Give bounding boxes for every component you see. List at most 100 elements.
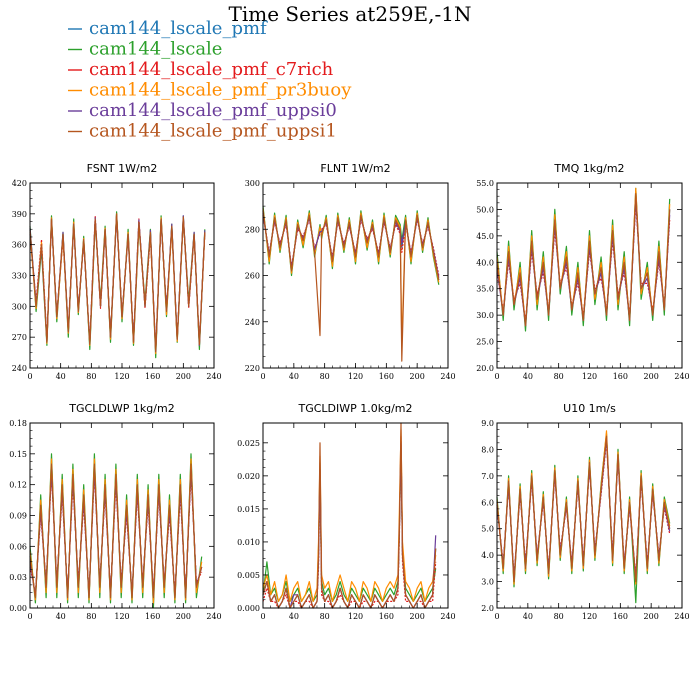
y-tick-label: 330 bbox=[12, 272, 27, 281]
y-tick-label: 0.09 bbox=[9, 512, 27, 521]
legend-label-cam144-lscale-pmf-uppsi1: cam144_lscale_pmf_uppsi1 bbox=[89, 121, 337, 142]
y-tick-label: 40.0 bbox=[476, 258, 494, 267]
y-tick-label: 8.0 bbox=[481, 445, 494, 454]
x-tick-label: 120 bbox=[582, 372, 597, 381]
series-line-cam144-lscale-pmf-uppsi1 bbox=[496, 435, 671, 583]
x-tick-label: 200 bbox=[410, 372, 425, 381]
series-line-cam144-lscale-pmf bbox=[262, 442, 437, 609]
x-tick-label: 160 bbox=[613, 372, 628, 381]
x-tick-label: 40 bbox=[523, 372, 533, 381]
legend: cam144_lscale_pmfcam144_lscalecam144_lsc… bbox=[68, 18, 352, 142]
y-tick-label: 220 bbox=[245, 364, 260, 373]
x-tick-label: 40 bbox=[523, 612, 533, 621]
x-tick-label: 80 bbox=[320, 612, 330, 621]
y-tick-label: 35.0 bbox=[476, 285, 494, 294]
y-tick-label: 300 bbox=[12, 302, 27, 311]
legend-label-cam144-lscale-pmf-uppsi0: cam144_lscale_pmf_uppsi0 bbox=[89, 100, 337, 121]
x-tick-label: 40 bbox=[289, 612, 299, 621]
x-tick-label: 240 bbox=[440, 372, 455, 381]
y-tick-label: 270 bbox=[12, 333, 27, 342]
y-tick-label: 0.000 bbox=[237, 604, 260, 613]
series-line-cam144-lscale-pmf-uppsi1 bbox=[29, 463, 203, 599]
series-line-cam144-lscale-pmf-uppsi1 bbox=[262, 422, 437, 609]
y-tick-label: 390 bbox=[12, 210, 27, 219]
series-line-cam144-lscale-pmf-uppsi1 bbox=[496, 193, 671, 327]
panel-title: TMQ 1kg/m2 bbox=[553, 162, 624, 175]
x-tick-label: 40 bbox=[56, 372, 66, 381]
y-tick-label: 240 bbox=[245, 318, 260, 327]
y-tick-label: 4.0 bbox=[481, 551, 494, 560]
y-tick-label: 260 bbox=[245, 272, 260, 281]
x-tick-label: 0 bbox=[27, 372, 32, 381]
x-tick-label: 0 bbox=[494, 372, 499, 381]
y-tick-label: 9.0 bbox=[481, 419, 494, 428]
x-tick-label: 120 bbox=[348, 612, 363, 621]
y-tick-label: 45.0 bbox=[476, 232, 494, 241]
plot-frame bbox=[262, 422, 449, 609]
y-tick-label: 0.18 bbox=[9, 419, 27, 428]
x-tick-label: 200 bbox=[644, 612, 659, 621]
panel-u10: U10 1m/s 0 40 80 120 160 200 240 2.0 3.0 4.0 5.0 6.0… bbox=[481, 402, 689, 621]
y-tick-label: 0.010 bbox=[237, 538, 260, 547]
x-tick-label: 40 bbox=[289, 372, 299, 381]
panel-tmq: TMQ 1kg/m2 0 40 80 120 160 200 240 20.0 25.0 30.0 3… bbox=[476, 162, 689, 381]
x-tick-label: 80 bbox=[86, 612, 96, 621]
series-line-cam144-lscale-pmf-uppsi0 bbox=[496, 198, 671, 327]
y-tick-label: 0.06 bbox=[9, 542, 27, 551]
legend-label-cam144-lscale-pmf: cam144_lscale_pmf bbox=[89, 18, 268, 39]
panel-title: TGCLDIWP 1.0kg/m2 bbox=[297, 402, 412, 415]
y-tick-label: 0.025 bbox=[237, 439, 260, 448]
legend-label-cam144-lscale-pmf-c7rich: cam144_lscale_pmf_c7rich bbox=[89, 59, 334, 80]
y-tick-label: 25.0 bbox=[476, 338, 494, 347]
series-line-cam144-lscale-pmf-pr3buoy bbox=[262, 429, 437, 603]
y-tick-label: 50.0 bbox=[476, 205, 494, 214]
legend-label-cam144-lscale: cam144_lscale bbox=[89, 39, 222, 60]
y-tick-label: 30.0 bbox=[476, 311, 494, 320]
x-tick-label: 160 bbox=[379, 372, 394, 381]
y-tick-label: 300 bbox=[245, 179, 260, 188]
y-tick-label: 2.0 bbox=[481, 604, 494, 613]
plot-frame bbox=[496, 422, 683, 609]
x-tick-label: 40 bbox=[56, 612, 66, 621]
y-tick-label: 55.0 bbox=[476, 179, 494, 188]
x-tick-label: 160 bbox=[145, 372, 160, 381]
series-line-cam144-lscale-pmf-pr3buoy bbox=[496, 430, 671, 585]
x-tick-label: 240 bbox=[440, 612, 455, 621]
x-tick-label: 120 bbox=[582, 612, 597, 621]
x-tick-label: 80 bbox=[86, 372, 96, 381]
x-tick-label: 200 bbox=[410, 612, 425, 621]
panel-flnt: FLNT 1W/m2 0 40 80 120 160 200 240 220 240 260 280 3… bbox=[245, 162, 456, 381]
panel-tgcldiwp: TGCLDIWP 1.0kg/m2 0 40 80 120 160 200 240 0.000 0… bbox=[237, 402, 456, 621]
y-tick-label: 280 bbox=[245, 225, 260, 234]
x-tick-label: 80 bbox=[554, 372, 564, 381]
panel-title: FSNT 1W/m2 bbox=[87, 162, 158, 175]
y-tick-label: 240 bbox=[12, 364, 27, 373]
x-tick-label: 200 bbox=[176, 612, 191, 621]
x-tick-label: 160 bbox=[379, 612, 394, 621]
panel-tgcldlwp: TGCLDLWP 1kg/m2 0 40 80 120 160 200 240 0.00 0.03… bbox=[9, 402, 221, 621]
series-line-cam144-lscale-pmf-c7rich bbox=[262, 435, 437, 609]
y-tick-label: 3.0 bbox=[481, 578, 494, 587]
series-line-cam144-lscale-pmf-uppsi1 bbox=[262, 210, 440, 362]
y-tick-label: 6.0 bbox=[481, 498, 494, 507]
panel-fsnt: FSNT 1W/m2 0 40 80 120 160 200 240 240 270 300 330 3… bbox=[12, 162, 222, 381]
legend-label-cam144-lscale-pmf-pr3buoy: cam144_lscale_pmf_pr3buoy bbox=[89, 80, 352, 101]
y-tick-label: 0.005 bbox=[237, 571, 260, 580]
x-tick-label: 120 bbox=[114, 612, 129, 621]
panels: FSNT 1W/m2 0 40 80 120 160 200 240 240 270 300 330 3… bbox=[9, 162, 689, 621]
y-tick-label: 420 bbox=[12, 179, 27, 188]
x-tick-label: 120 bbox=[348, 372, 363, 381]
y-tick-label: 20.0 bbox=[476, 364, 494, 373]
x-tick-label: 120 bbox=[114, 372, 129, 381]
x-tick-label: 200 bbox=[644, 372, 659, 381]
x-tick-label: 80 bbox=[554, 612, 564, 621]
x-tick-label: 240 bbox=[206, 612, 221, 621]
series-line-cam144-lscale bbox=[262, 448, 437, 603]
plot-frame bbox=[496, 182, 683, 369]
y-tick-label: 360 bbox=[12, 241, 27, 250]
panel-title: TGCLDLWP 1kg/m2 bbox=[68, 402, 174, 415]
x-tick-label: 240 bbox=[206, 372, 221, 381]
series-line-cam144-lscale-pmf-uppsi0 bbox=[262, 442, 437, 609]
panel-title: FLNT 1W/m2 bbox=[320, 162, 390, 175]
